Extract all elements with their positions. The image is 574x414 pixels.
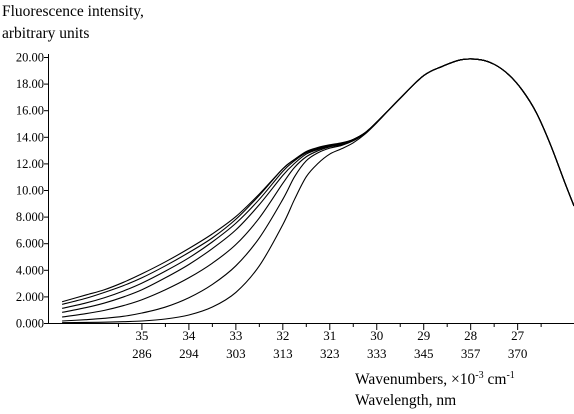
y-tick-label: 10.00: [16, 184, 44, 198]
spectrum-line-4: [61, 58, 574, 313]
spectra-series: [61, 58, 574, 324]
y-tick-label: 4.000: [16, 263, 44, 277]
x-tick-label-wavenumber: 34: [182, 328, 196, 343]
y-axis-title: Fluorescence intensity, arbitrary units: [2, 3, 144, 42]
spectrum-line-2: [61, 58, 574, 305]
spectrum-line-7: [62, 58, 574, 324]
y-tick-label: 20.00: [16, 51, 44, 65]
x-tick-label-wavenumber: 27: [511, 328, 525, 343]
x-tick-label-wavenumber: 31: [323, 328, 336, 343]
y-tick-label: 18.00: [16, 77, 44, 91]
x-tick-label-wavelength: 323: [320, 346, 340, 361]
y-tick-label: 0.000: [16, 317, 44, 331]
x-tick-label-wavenumber: 28: [464, 328, 477, 343]
y-tick-label: 14.00: [16, 130, 44, 144]
x-tick-label-wavelength: 333: [367, 346, 387, 361]
y-axis-ticks: 0.000 2.000 4.000 6.000 8.000 10.00 12.00 14.00…: [16, 51, 48, 331]
y-axis-title-line-2: arbitrary units: [2, 25, 89, 42]
x-axis-title-wavelength: Wavelength, nm: [355, 392, 456, 409]
x-tick-label-wavelength: 313: [273, 346, 293, 361]
x-tick-label-wavenumber: 35: [135, 328, 148, 343]
spectrum-line-5: [62, 58, 574, 318]
spectrum-line-1: [61, 58, 574, 303]
x-tick-label-wavelength: 294: [179, 346, 199, 361]
x-axis-title: Wavenumbers, ×10-3 cm-1 Wavelength, nm: [355, 370, 515, 409]
y-axis-title-line-1: Fluorescence intensity,: [2, 3, 144, 20]
x-tick-label-wavenumber: 29: [417, 328, 430, 343]
y-tick-label: 6.000: [16, 237, 44, 251]
y-tick-label: 2.000: [16, 290, 44, 304]
x-axis-ticks: 35 286 34 294 33 303 32 313 31 323 30 333 29 345 28 357…: [117, 323, 542, 361]
x-tick-label-wavelength: 286: [132, 346, 152, 361]
x-tick-label-wavenumber: 30: [370, 328, 383, 343]
x-axis-title-wavenumbers: Wavenumbers, ×10-3 cm-1: [355, 370, 515, 388]
x-tick-label-wavelength: 303: [226, 346, 246, 361]
spectrum-line-3: [61, 58, 574, 309]
x-tick-label-wavelength: 345: [414, 346, 434, 361]
x-tick-label-wavenumber: 32: [276, 328, 289, 343]
x-tick-label-wavenumber: 33: [229, 328, 242, 343]
y-tick-label: 16.00: [16, 104, 44, 118]
x-tick-label-wavelength: 370: [508, 346, 528, 361]
spectrum-line-6: [62, 58, 574, 322]
x-tick-label-wavelength: 357: [461, 346, 481, 361]
y-tick-label: 12.00: [16, 157, 44, 171]
y-tick-label: 8.000: [16, 210, 44, 224]
